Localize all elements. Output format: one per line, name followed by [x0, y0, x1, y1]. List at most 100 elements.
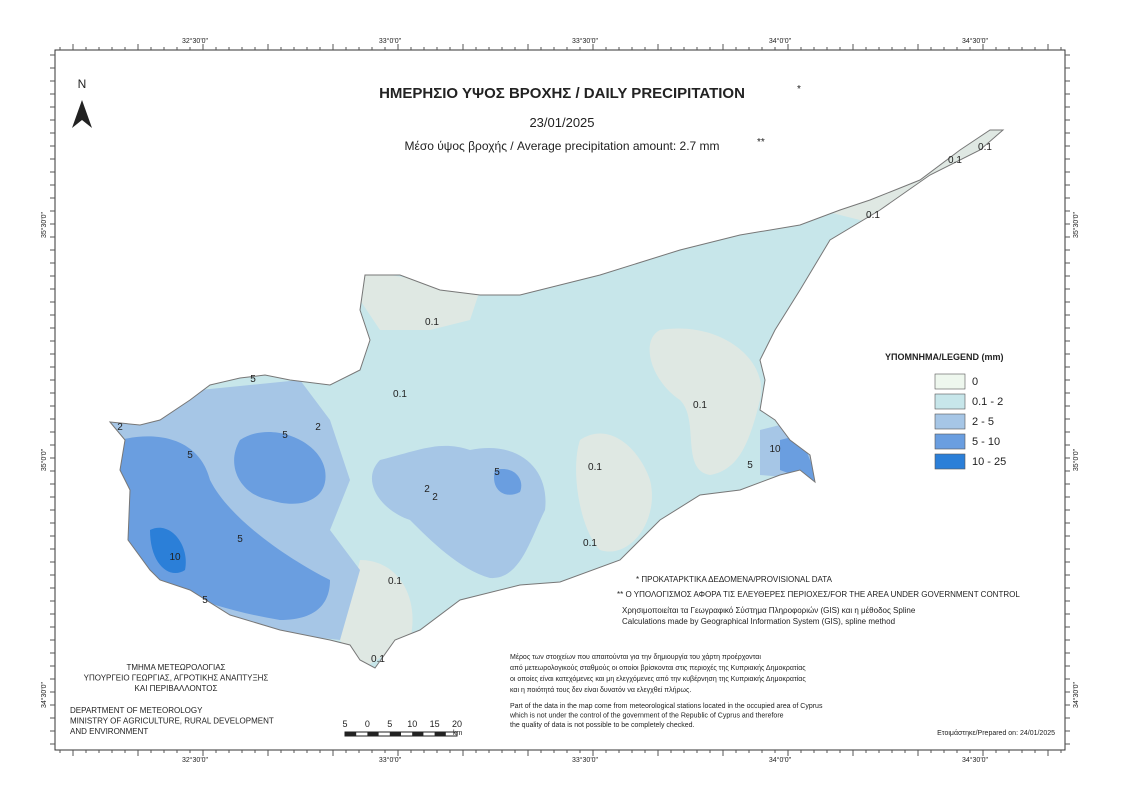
contour-label: 5 — [202, 595, 208, 606]
legend-label: 0 — [972, 376, 978, 388]
legend-label: 2 - 5 — [972, 416, 994, 428]
average-mark: ** — [757, 137, 765, 148]
scale-label: 20 — [452, 719, 462, 729]
coord-label: 34°30'0" — [962, 756, 989, 764]
legend-title: ΥΠΟΜΝΗΜΑ/LEGEND (mm) — [885, 352, 1004, 362]
north-arrow — [72, 100, 92, 128]
north-label: N — [78, 77, 87, 91]
scale-segment — [412, 732, 424, 736]
scale-segment — [389, 732, 401, 736]
contour-label: 2 — [424, 484, 430, 495]
scale-label: 15 — [430, 719, 440, 729]
zone-zero — [780, 130, 1003, 225]
department-line: ΤΜΗΜΑ ΜΕΤΕΩΡΟΛΟΓΙΑΣ — [126, 663, 225, 672]
coord-label: 34°30'0" — [1072, 681, 1080, 708]
note: * ΠΡΟΚΑΤΑΡΚΤΙΚΑ ΔΕΔΟΜΕΝΑ/PROVISIONAL DAT… — [636, 575, 833, 584]
contour-label: 2 — [117, 422, 123, 433]
legend-label: 5 - 10 — [972, 436, 1000, 448]
coord-label: 34°30'0" — [40, 681, 48, 708]
scale-label: 5 — [342, 719, 347, 729]
zone-10-25 — [150, 527, 186, 574]
note: ** Ο ΥΠΟΛΟΓΙΣΜΟΣ ΑΦΟΡΑ ΤΙΣ ΕΛΕΥΘΕΡΕΣ ΠΕΡ… — [617, 590, 1020, 599]
disclaimer-line: which is not under the control of the go… — [509, 713, 784, 720]
legend-swatch — [934, 413, 966, 430]
date: 23/01/2025 — [529, 115, 594, 130]
zone-5-10 — [494, 469, 522, 495]
average: Μέσο ύψος βροχής / Average precipitation… — [404, 139, 719, 153]
contour-label: 5 — [237, 534, 243, 545]
contour-label: 2 — [432, 492, 438, 503]
scale-segment — [345, 732, 357, 736]
legend-swatch — [934, 453, 966, 470]
contour-label: 0.1 — [371, 654, 385, 665]
contour-label: 0.1 — [948, 155, 962, 166]
coord-label: 34°0'0" — [769, 756, 792, 764]
department-line: ΥΠΟΥΡΓΕΙΟ ΓΕΩΡΓΙΑΣ, ΑΓΡΟΤΙΚΗΣ ΑΝΑΠΤΥΞΗΣ — [84, 674, 269, 683]
contour-label: 0.1 — [388, 576, 402, 587]
legend-swatch — [934, 433, 966, 450]
coord-label: 32°30'0" — [182, 756, 209, 764]
disclaimer-line: the quality of data is not possible to b… — [510, 722, 694, 729]
contour-label: 5 — [187, 450, 193, 461]
scale-unit: km — [453, 730, 463, 737]
coord-label: 35°30'0" — [1072, 211, 1080, 238]
scale-segment — [367, 732, 379, 736]
contour-label: 0.1 — [978, 142, 992, 153]
disclaimer-line: και η ποιότητά τους δεν είναι δυνατόν να… — [510, 686, 691, 694]
disclaimer-line: Part of the data in the map come from me… — [510, 703, 823, 710]
disclaimer-line: από μετεωρολογικούς σταθμούς οι οποίοι β… — [510, 664, 806, 672]
map-frame — [54, 49, 1066, 751]
disclaimer-line: Μέρος των στοιχείων που απαιτούνται για … — [510, 653, 761, 661]
coord-label: 33°30'0" — [572, 37, 599, 45]
contour-label: 0.1 — [393, 389, 407, 400]
contour-label: 0.1 — [693, 400, 707, 411]
contour-label: 0.1 — [588, 462, 602, 473]
coord-label: 35°0'0" — [40, 448, 48, 471]
contour-label: 5 — [250, 374, 256, 385]
zone-zero — [576, 433, 652, 552]
contour-label: 0.1 — [866, 210, 880, 221]
coord-label: 33°30'0" — [572, 756, 599, 764]
legend-swatch — [934, 373, 966, 390]
prepared: Ετοιμάστηκε/Prepared on: 24/01/2025 — [937, 729, 1055, 737]
contour-labels: 0.1 0.1 0.1 0.1 0.1 0.1 0.1 0.1 0.1 0.1 5 2 5 5 2 5 10 5 5… — [117, 142, 992, 665]
department-line: ΚΑΙ ΠΕΡΙΒΑΛΛΟΝΤΟΣ — [135, 684, 218, 693]
coord-label: 34°0'0" — [769, 37, 792, 45]
contour-label: 5 — [282, 430, 288, 441]
contour-label: 10 — [169, 552, 181, 563]
contour-label: 5 — [494, 467, 500, 478]
department-line: DEPARTMENT OF METEOROLOGY — [70, 706, 203, 715]
contour-label: 2 — [315, 422, 321, 433]
scale-label: 5 — [387, 719, 392, 729]
frame-ticks: 32°30'0" 32°30'0" 33°0'0" 33°0'0" 33°30'0" 33… — [40, 37, 1080, 764]
contour-label: 10 — [769, 444, 781, 455]
scale-label: 0 — [365, 719, 370, 729]
legend-label: 0.1 - 2 — [972, 396, 1003, 408]
scale-label: 10 — [407, 719, 417, 729]
coord-label: 35°30'0" — [40, 211, 48, 238]
zone-5-10 — [234, 431, 326, 504]
coord-label: 33°0'0" — [379, 756, 402, 764]
coord-label: 34°30'0" — [962, 37, 989, 45]
zone-zero — [360, 270, 480, 330]
contour-label: 5 — [747, 460, 753, 471]
scale-segment — [434, 732, 446, 736]
legend-label: 10 - 25 — [972, 456, 1006, 468]
zone-5-10 — [110, 436, 330, 620]
title: ΗΜΕΡΗΣΙΟ ΥΨΟΣ ΒΡΟΧΗΣ / DAILY PRECIPITATI… — [379, 85, 745, 102]
disclaimer-line: οι οποίες είναι κατεχόμενες και μη ελεγχ… — [510, 675, 806, 683]
department: ΤΜΗΜΑ ΜΕΤΕΩΡΟΛΟΓΙΑΣ ΥΠΟΥΡΓΕΙΟ ΓΕΩΡΓΙΑΣ, Α… — [70, 663, 274, 736]
disclaimer: Μέρος των στοιχείων που απαιτούνται για … — [509, 653, 823, 729]
coord-label: 33°0'0" — [379, 37, 402, 45]
legend: 0 0.1 - 2 2 - 5 5 - 10 10 - 25 — [934, 373, 1006, 470]
note: Χρησιμοποιείται τα Γεωγραφικό Σύστημα Πλ… — [622, 606, 916, 615]
contour-label: 0.1 — [425, 317, 439, 328]
legend-swatch — [934, 393, 966, 410]
coord-label: 35°0'0" — [1072, 448, 1080, 471]
title-mark: * — [797, 84, 801, 95]
note: Calculations made by Geographical Inform… — [622, 617, 895, 626]
contour-label: 0.1 — [583, 538, 597, 549]
department-line: AND ENVIRONMENT — [70, 727, 148, 736]
